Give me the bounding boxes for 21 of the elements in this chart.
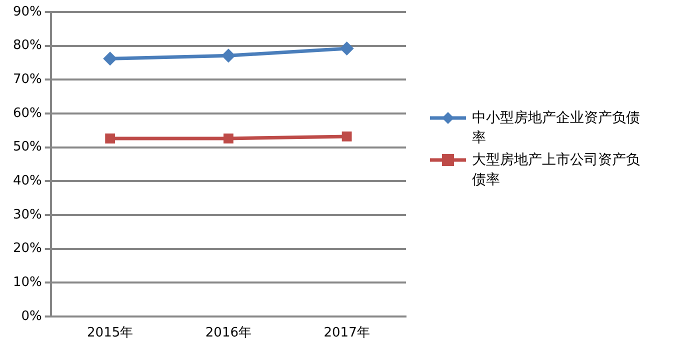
y-tick-label: 70% xyxy=(12,72,42,88)
y-tick-label: 0% xyxy=(21,308,42,324)
x-tick-label: 2016年 xyxy=(205,326,252,341)
y-tick-label: 20% xyxy=(12,241,42,256)
y-tick-label: 60% xyxy=(12,106,42,121)
y-tick-label: 80% xyxy=(12,38,42,54)
x-tick-label: 2015年 xyxy=(87,326,134,341)
y-tick-label: 30% xyxy=(12,207,42,222)
y-tick-label: 10% xyxy=(12,274,42,290)
y-tick-label: 50% xyxy=(12,140,42,155)
y-tick-label: 90% xyxy=(12,4,42,20)
legend-label: 中小型房地产企业资产负债率 xyxy=(472,109,641,148)
x-tick-label: 2017年 xyxy=(324,326,370,341)
point xyxy=(103,52,118,66)
point xyxy=(342,132,352,142)
point xyxy=(224,134,234,144)
point xyxy=(221,48,236,63)
point xyxy=(105,134,116,144)
point xyxy=(340,42,354,56)
y-tick-label: 40% xyxy=(12,173,42,188)
legend-label: 大型房地产上市公司资产负债率 xyxy=(472,151,641,190)
